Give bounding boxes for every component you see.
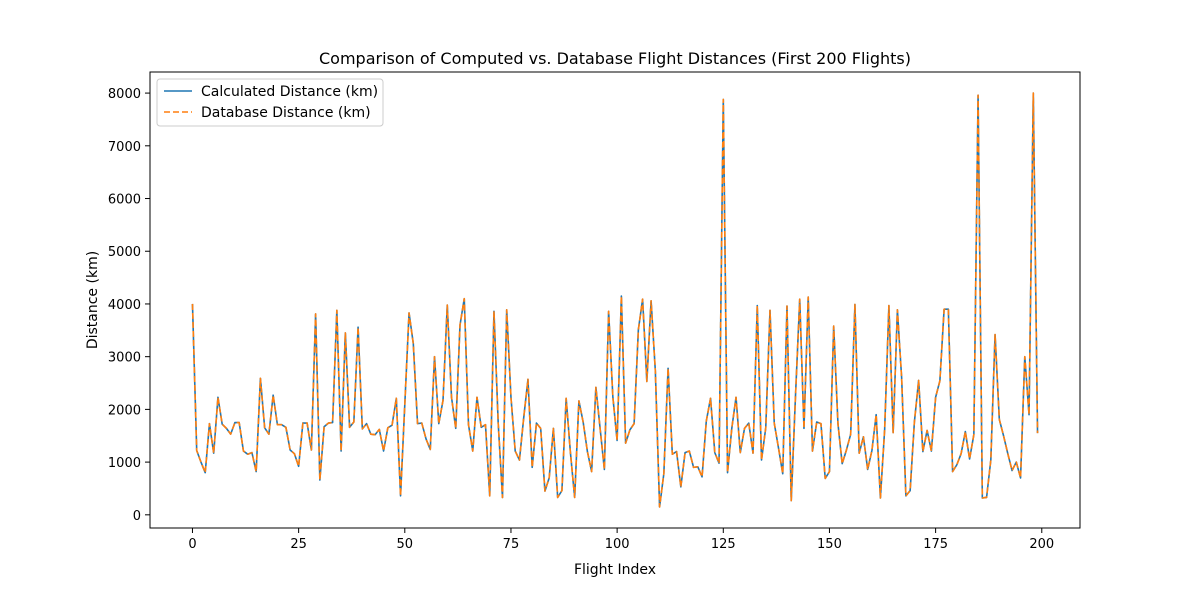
legend-label-calculated: Calculated Distance (km) [201,84,378,100]
y-axis-label: Distance (km) [85,251,101,349]
x-tick-label: 100 [605,537,630,552]
x-axis: 0 25 50 75 100 125 150 175 200 [188,528,1054,552]
x-tick-label: 150 [817,537,842,552]
series-line-database [191,92,1039,508]
legend: Calculated Distance (km) Database Distan… [156,78,384,127]
x-tick-label: 75 [503,537,520,552]
plot-area [191,92,1039,508]
y-tick-label: 3000 [108,351,141,366]
y-tick-label: 8000 [108,87,141,102]
y-tick-label: 7000 [108,140,141,155]
legend-box [156,78,384,127]
y-tick-label: 1000 [108,456,141,471]
x-tick-label: 175 [923,537,948,552]
y-tick-label: 0 [133,509,141,524]
x-tick-label: 200 [1029,537,1054,552]
axes-frame [149,71,1081,529]
y-axis: 0 1000 2000 3000 4000 5000 6000 7000 8000 [108,87,150,524]
y-tick-label: 2000 [108,403,141,418]
x-axis-label: Flight Index [574,562,656,578]
y-tick-label: 4000 [108,298,141,313]
x-tick-label: 0 [188,537,196,552]
chart-title: Comparison of Computed vs. Database Flig… [319,49,911,68]
x-tick-label: 50 [397,537,414,552]
series-line-calculated [191,92,1039,508]
y-tick-label: 5000 [108,245,141,260]
legend-label-database: Database Distance (km) [201,105,371,121]
x-tick-label: 25 [290,537,307,552]
y-tick-label: 6000 [108,193,141,208]
x-tick-label: 125 [711,537,736,552]
